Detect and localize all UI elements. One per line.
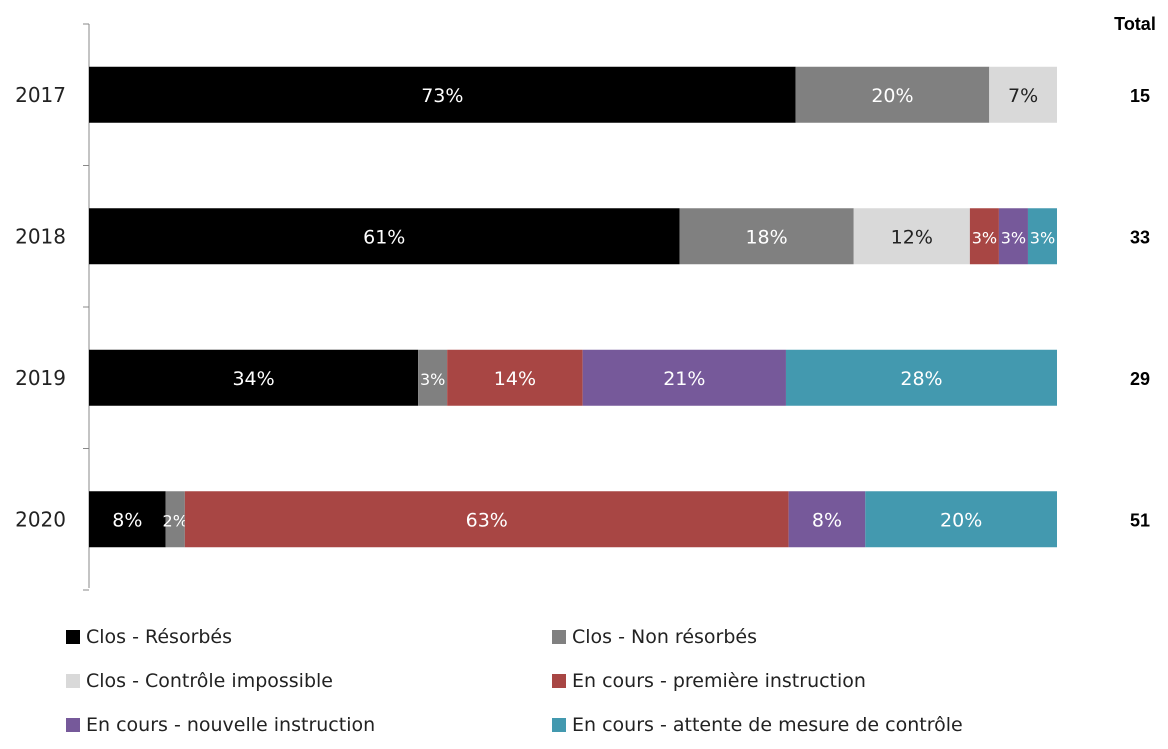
data-label: 7% [1008, 85, 1038, 107]
legend-item: Clos - Contrôle impossible [66, 670, 333, 692]
legend-swatch [66, 718, 80, 732]
legend-item: En cours - nouvelle instruction [66, 714, 375, 736]
data-label: 28% [900, 368, 942, 390]
legend-item: Clos - Non résorbés [552, 626, 757, 648]
bar-segment [184, 491, 789, 548]
bar-segment [582, 349, 786, 406]
legend-label: En cours - nouvelle instruction [86, 714, 376, 736]
bar-segment [989, 66, 1057, 123]
legend-swatch [552, 718, 566, 732]
data-label: 20% [940, 509, 982, 531]
bar-segment [418, 349, 448, 406]
data-label: 14% [494, 368, 536, 390]
bar-segment [89, 349, 419, 406]
bar-segment [795, 66, 990, 123]
bar-segment [679, 208, 854, 265]
data-label: 61% [363, 226, 405, 248]
row-total: 51 [1130, 510, 1150, 530]
category-label: 2020 [15, 507, 66, 531]
data-label: 34% [232, 368, 274, 390]
legend-swatch [552, 630, 566, 644]
bar-segment [865, 491, 1057, 548]
bar-segment [89, 208, 680, 265]
legend-label: Clos - Contrôle impossible [86, 670, 333, 692]
legend-swatch [66, 674, 80, 688]
data-label: 63% [466, 509, 508, 531]
legend-label: Clos - Non résorbés [572, 626, 757, 648]
bar-segment [998, 208, 1028, 265]
category-label: 2017 [15, 83, 66, 107]
row-total: 33 [1130, 227, 1150, 247]
data-label: 18% [745, 226, 787, 248]
data-label: 3% [420, 370, 445, 389]
bar-segment [969, 208, 999, 265]
data-label: 3% [1030, 228, 1055, 247]
data-label: 8% [112, 509, 142, 531]
bar-segment [785, 349, 1057, 406]
row-total: 15 [1130, 86, 1150, 106]
category-label: 2018 [15, 224, 66, 248]
bar-segment [165, 491, 185, 548]
bar-segment [89, 491, 166, 548]
legend-label: En cours - première instruction [572, 670, 866, 692]
totals-header: Total [1114, 14, 1156, 34]
data-label: 3% [1001, 228, 1026, 247]
legend-label: En cours - attente de mesure de contrôle [572, 714, 963, 736]
legend-label: Clos - Résorbés [86, 626, 233, 648]
bar-segment [447, 349, 583, 406]
data-label: 8% [812, 509, 842, 531]
data-label: 73% [421, 85, 463, 107]
data-label: 20% [871, 85, 913, 107]
data-label: 12% [891, 226, 933, 248]
bar-segment [89, 66, 796, 123]
data-label: 2% [163, 511, 188, 530]
data-label: 21% [663, 368, 705, 390]
bar-segment [1027, 208, 1057, 265]
legend-item: Clos - Résorbés [66, 626, 232, 648]
legend-swatch [552, 674, 566, 688]
row-total: 29 [1130, 369, 1150, 389]
bar-segment [788, 491, 866, 548]
category-label: 2019 [15, 366, 66, 390]
legend-item: En cours - attente de mesure de contrôle [552, 714, 963, 736]
legend-item: En cours - première instruction [552, 670, 866, 692]
data-label: 3% [972, 228, 997, 247]
bar-segment [853, 208, 970, 265]
legend-swatch [66, 630, 80, 644]
